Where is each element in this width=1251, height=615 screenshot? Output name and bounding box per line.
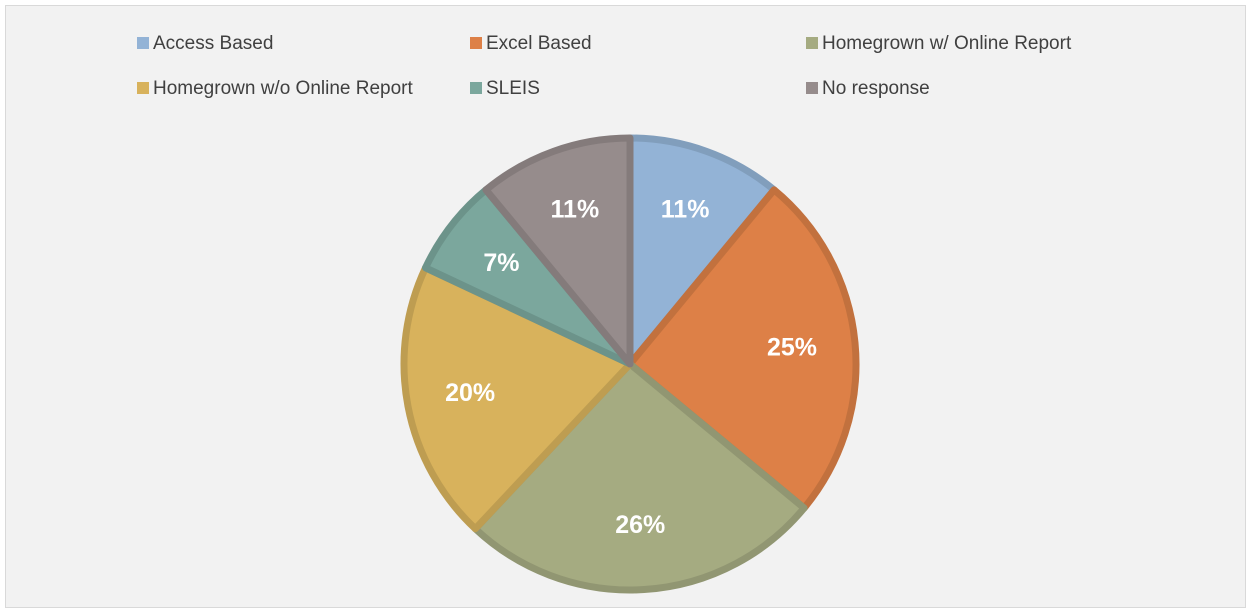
legend-label: Access Based [153, 33, 273, 54]
data-label: 7% [483, 249, 519, 277]
pie-slice [400, 264, 634, 533]
legend-label: SLEIS [486, 78, 540, 99]
legend-label: Excel Based [486, 33, 592, 54]
legend-label: Homegrown w/o Online Report [153, 78, 414, 99]
legend-swatch [806, 82, 818, 94]
data-label: 11% [661, 196, 710, 224]
pie-slice [626, 134, 778, 368]
legend-swatch [470, 82, 482, 94]
legend-swatch [806, 37, 818, 49]
data-label: 11% [551, 196, 600, 224]
pie-slice [626, 186, 860, 512]
pie-slice [482, 134, 634, 368]
legend-swatch [137, 82, 149, 94]
data-label: 20% [445, 379, 495, 407]
legend-label: Homegrown w/ Online Report [822, 33, 1072, 54]
data-label: 26% [615, 511, 665, 539]
legend-label: No response [822, 78, 930, 99]
legend-swatch [470, 37, 482, 49]
legend-swatch [137, 37, 149, 49]
data-label: 25% [767, 333, 817, 361]
pie-slice [471, 360, 808, 594]
